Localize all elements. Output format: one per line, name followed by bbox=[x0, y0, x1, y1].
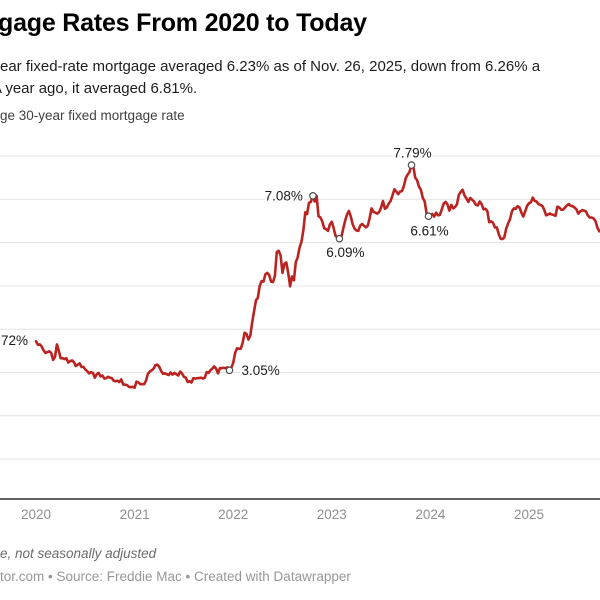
series-label: ge 30-year fixed mortgage rate bbox=[0, 108, 185, 123]
year-tick-label: 2022 bbox=[218, 507, 248, 522]
year-tick-label: 2023 bbox=[317, 507, 347, 522]
annotation-label: 72% bbox=[1, 333, 28, 348]
year-tick-label: 2020 bbox=[21, 507, 51, 522]
annotation-marker bbox=[225, 366, 234, 375]
year-tick-label: 2025 bbox=[514, 507, 544, 522]
rate-line bbox=[34, 163, 600, 389]
chart-title: gage Rates From 2020 to Today bbox=[0, 9, 367, 37]
footnote: e, not seasonally adjusted bbox=[0, 546, 157, 561]
rate-line-plot-area: 2020 2021 2022 2023 2024 2025 72% 3.05% 7.08% 6.0… bbox=[0, 144, 600, 522]
chart-description-line1: ear fixed-rate mortgage averaged 6.23% a… bbox=[0, 58, 541, 75]
annotation-marker bbox=[407, 161, 416, 169]
annotation-marker bbox=[335, 234, 344, 243]
year-tick-label: 2021 bbox=[120, 507, 150, 522]
annotation-label: 3.05% bbox=[242, 363, 280, 378]
annotation-marker bbox=[424, 212, 433, 221]
credit-line: tor.com • Source: Freddie Mac • Created … bbox=[0, 569, 351, 584]
chart-description-line2: A year ago, it averaged 6.81%. bbox=[0, 80, 198, 97]
year-tick-label: 2024 bbox=[415, 507, 446, 522]
annotation-label: 7.08% bbox=[265, 188, 303, 203]
annotation-label: 6.09% bbox=[326, 245, 364, 260]
annotation-marker bbox=[309, 192, 317, 200]
annotation-label: 6.61% bbox=[410, 224, 448, 239]
annotation-label: 7.79% bbox=[393, 146, 431, 161]
